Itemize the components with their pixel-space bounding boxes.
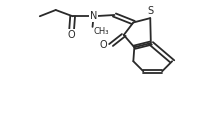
Text: N: N <box>90 11 97 21</box>
Text: O: O <box>68 30 75 40</box>
Text: CH₃: CH₃ <box>94 28 109 36</box>
Text: S: S <box>147 6 153 16</box>
Text: O: O <box>100 40 107 50</box>
